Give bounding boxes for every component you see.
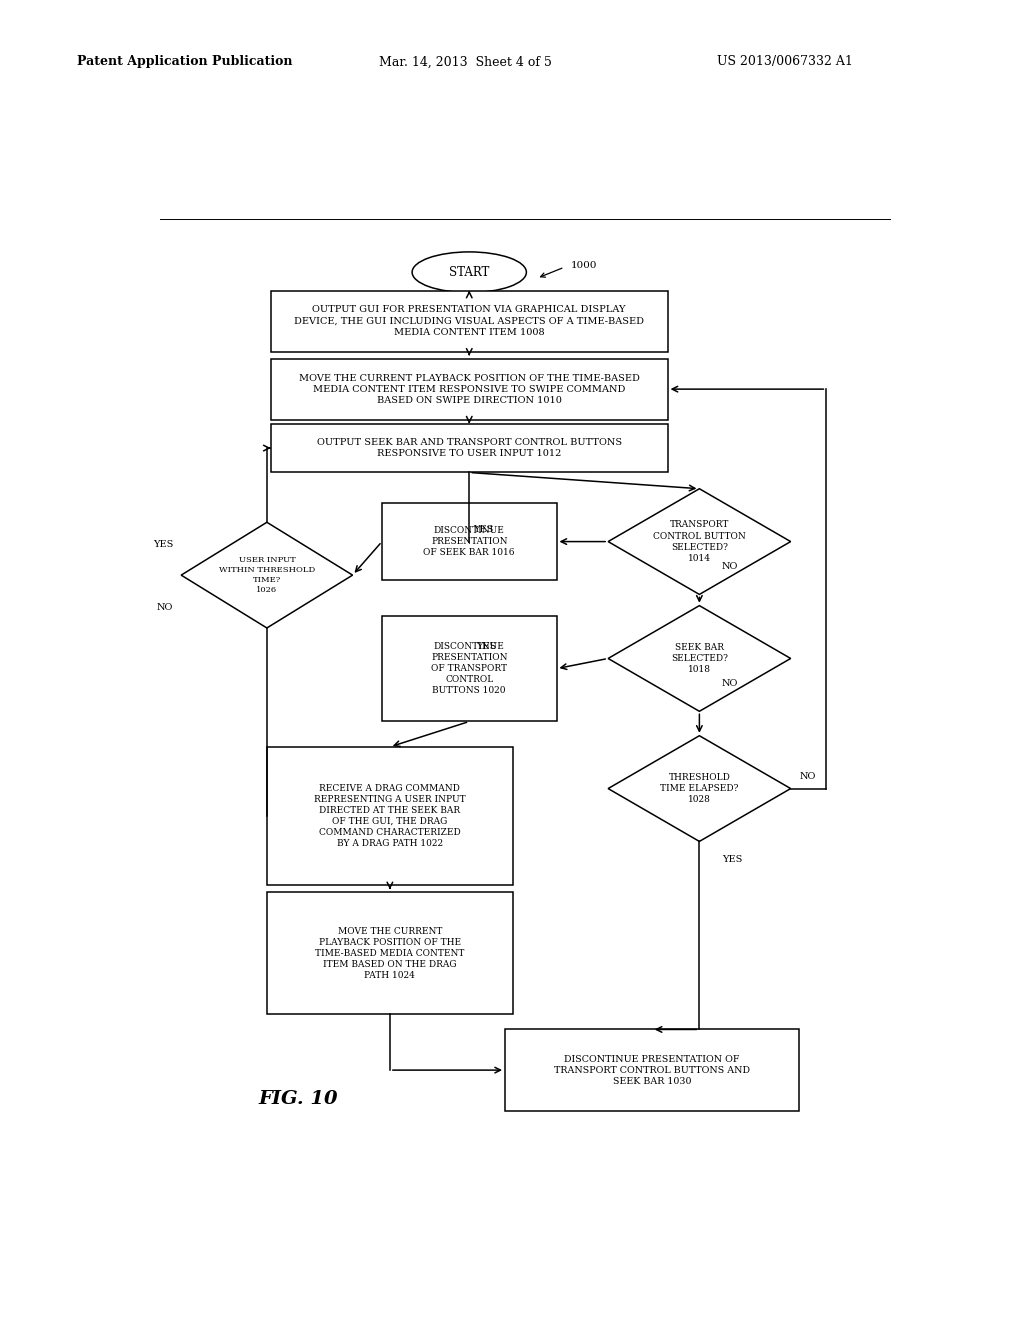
Text: OUTPUT SEEK BAR AND TRANSPORT CONTROL BUTTONS
RESPONSIVE TO USER INPUT 1012: OUTPUT SEEK BAR AND TRANSPORT CONTROL BU… [316, 438, 622, 458]
Text: 1000: 1000 [570, 260, 597, 269]
Bar [382, 615, 557, 722]
Text: SEEK BAR
SELECTED?
1018: SEEK BAR SELECTED? 1018 [671, 643, 728, 675]
Text: YES: YES [722, 855, 742, 865]
Text: OUTPUT GUI FOR PRESENTATION VIA GRAPHICAL DISPLAY
DEVICE, THE GUI INCLUDING VISU: OUTPUT GUI FOR PRESENTATION VIA GRAPHICA… [294, 305, 644, 337]
Bar [267, 892, 513, 1014]
Text: US 2013/0067332 A1: US 2013/0067332 A1 [717, 55, 853, 69]
Text: NO: NO [800, 772, 816, 781]
Text: MOVE THE CURRENT
PLAYBACK POSITION OF THE
TIME-BASED MEDIA CONTENT
ITEM BASED ON: MOVE THE CURRENT PLAYBACK POSITION OF TH… [315, 927, 465, 979]
Text: NO: NO [722, 680, 738, 688]
Polygon shape [608, 606, 791, 711]
Polygon shape [608, 488, 791, 594]
Text: TRANSPORT
CONTROL BUTTON
SELECTED?
1014: TRANSPORT CONTROL BUTTON SELECTED? 1014 [653, 520, 745, 562]
Text: START: START [450, 265, 489, 279]
Text: THRESHOLD
TIME ELAPSED?
1028: THRESHOLD TIME ELAPSED? 1028 [660, 774, 738, 804]
Text: YES: YES [476, 642, 497, 651]
Text: FIG. 10: FIG. 10 [259, 1089, 339, 1107]
Text: NO: NO [157, 603, 173, 612]
Text: Patent Application Publication: Patent Application Publication [77, 55, 292, 69]
Bar [382, 503, 557, 581]
Text: USER INPUT
WITHIN THRESHOLD
TIME?
1026: USER INPUT WITHIN THRESHOLD TIME? 1026 [219, 557, 315, 594]
Bar [270, 359, 668, 420]
Text: YES: YES [473, 525, 494, 533]
Text: YES: YES [153, 540, 173, 549]
Text: DISCONTINUE PRESENTATION OF
TRANSPORT CONTROL BUTTONS AND
SEEK BAR 1030: DISCONTINUE PRESENTATION OF TRANSPORT CO… [554, 1055, 750, 1086]
Text: DISCONTINUE
PRESENTATION
OF SEEK BAR 1016: DISCONTINUE PRESENTATION OF SEEK BAR 101… [424, 525, 515, 557]
Text: RECEIVE A DRAG COMMAND
REPRESENTING A USER INPUT
DIRECTED AT THE SEEK BAR
OF THE: RECEIVE A DRAG COMMAND REPRESENTING A US… [314, 784, 466, 849]
Bar [270, 290, 668, 351]
Bar [267, 747, 513, 886]
Bar [270, 424, 668, 473]
Text: NO: NO [722, 562, 738, 572]
Polygon shape [608, 735, 791, 841]
Text: Mar. 14, 2013  Sheet 4 of 5: Mar. 14, 2013 Sheet 4 of 5 [379, 55, 552, 69]
Text: MOVE THE CURRENT PLAYBACK POSITION OF THE TIME-BASED
MEDIA CONTENT ITEM RESPONSI: MOVE THE CURRENT PLAYBACK POSITION OF TH… [299, 374, 640, 405]
Polygon shape [181, 523, 352, 628]
Ellipse shape [412, 252, 526, 293]
Text: DISCONTINUE
PRESENTATION
OF TRANSPORT
CONTROL
BUTTONS 1020: DISCONTINUE PRESENTATION OF TRANSPORT CO… [431, 642, 508, 696]
Bar [505, 1030, 799, 1110]
